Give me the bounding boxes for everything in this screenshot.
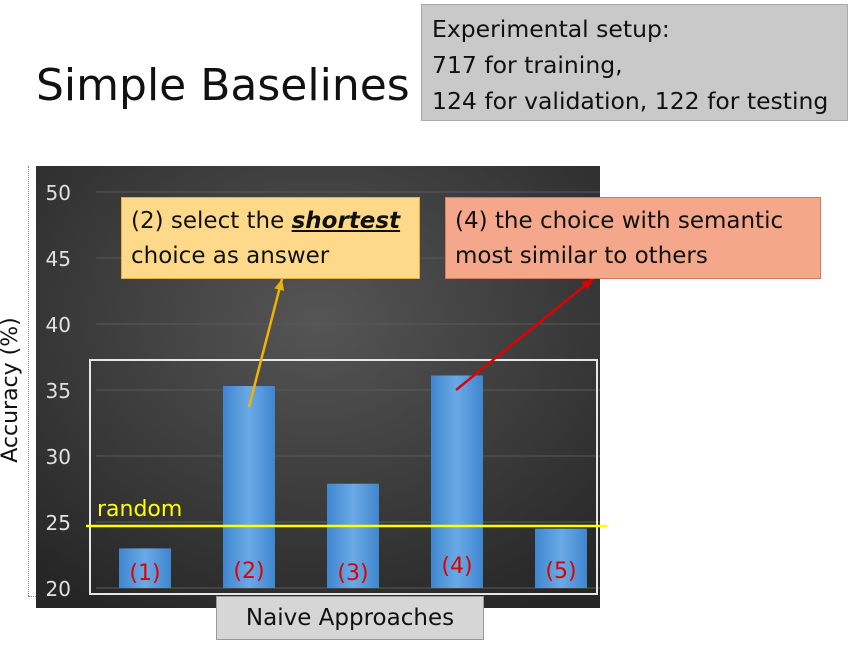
setup-line-1: Experimental setup:: [432, 15, 670, 43]
annotation-shortest-line2: choice as answer: [131, 243, 330, 269]
bar: [223, 386, 275, 588]
bar: [327, 483, 379, 588]
arrow-semantic: [455, 278, 594, 391]
bar: [431, 375, 483, 588]
setup-line-3: 124 for validation, 122 for testing: [432, 87, 829, 115]
setup-line-2: 717 for training,: [432, 51, 623, 79]
y-tick-label: 40: [46, 313, 71, 337]
arrow-shortest: [247, 278, 284, 408]
y-tick-label: 35: [46, 379, 71, 403]
bar-category-label: (5): [545, 559, 576, 584]
chart-frame-bottom: [28, 596, 36, 597]
annotation-shortest-prefix: (2) select the: [131, 208, 292, 234]
random-baseline-label: random: [97, 497, 182, 522]
bar-category-label: (1): [129, 561, 160, 586]
chart-frame-left: [28, 166, 29, 596]
annotation-shortest-emphasis: shortest: [291, 208, 401, 234]
y-tick-label: 25: [46, 511, 71, 535]
x-axis-label: Naive Approaches: [216, 596, 484, 640]
y-tick-label: 50: [46, 181, 71, 205]
bar-category-label: (3): [337, 561, 368, 586]
bar-category-label: (4): [441, 554, 472, 579]
highlight-box: [89, 359, 598, 595]
slide-title: Simple Baselines: [36, 60, 410, 111]
arrow-shortest-head: [274, 279, 285, 291]
annotation-shortest-choice: (2) select the shortest choice as answer: [121, 197, 420, 279]
annotation-semantic-similar: (4) the choice with semantic most simila…: [445, 197, 821, 279]
y-tick-label: 20: [46, 577, 71, 601]
annotation-semantic-line2: most similar to others: [455, 243, 708, 269]
arrow-semantic-head: [581, 279, 593, 290]
bar: [119, 548, 171, 588]
y-tick-label: 30: [46, 445, 71, 469]
annotation-semantic-line1: (4) the choice with semantic: [455, 208, 784, 234]
bar-category-label: (2): [233, 559, 264, 584]
y-tick-label: 45: [46, 247, 71, 271]
bar: [535, 528, 587, 588]
experimental-setup-box: Experimental setup: 717 for training, 12…: [421, 4, 848, 121]
